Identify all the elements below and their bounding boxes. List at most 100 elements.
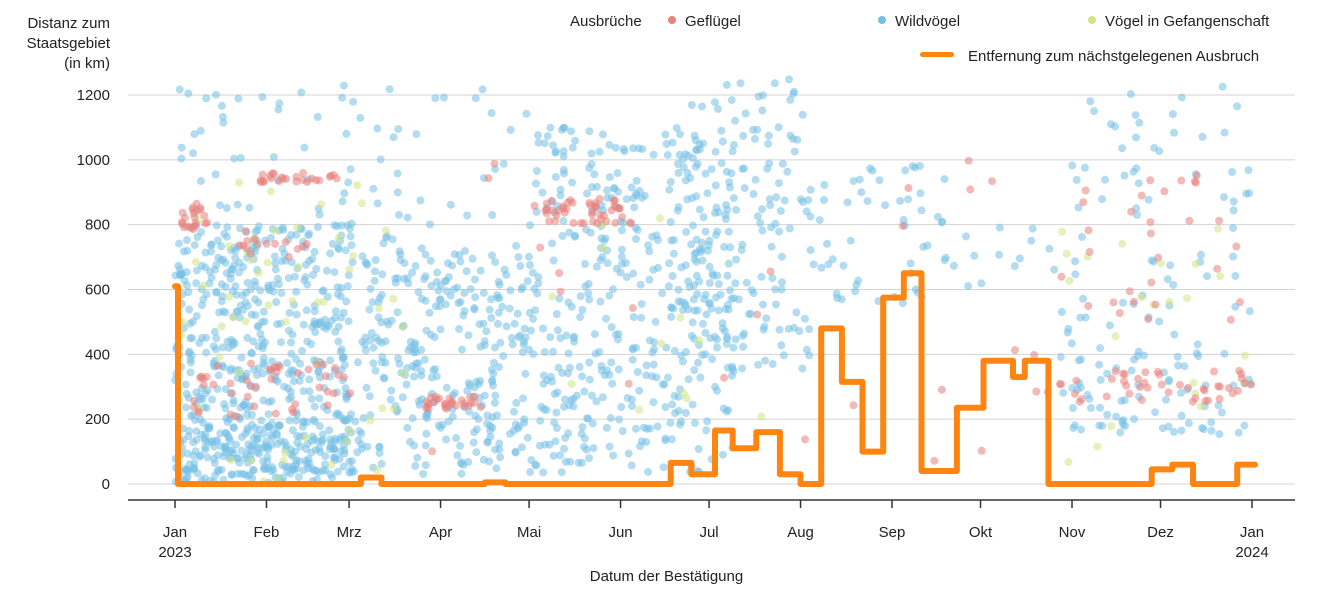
wild-point [332,222,341,231]
wild-point [674,168,683,177]
wild-point [263,453,272,462]
x-tick-label: Nov [1059,524,1086,541]
wild-point [254,342,263,351]
captive-point [217,322,226,331]
wild-point [490,343,499,352]
x-tick-year-label: 2023 [158,544,191,561]
wild-point [1057,308,1066,316]
wild-point [732,255,740,264]
wild-point [248,410,256,419]
wild-point [292,355,300,363]
wild-point [866,164,875,173]
wild-point [723,332,732,341]
wild-point [450,250,459,259]
wild-point [771,219,780,228]
wild-point [608,379,617,388]
wild-point [804,196,813,205]
wild-point [212,90,220,99]
wild-point [795,327,804,335]
wild-point [588,419,597,428]
wild-point [1096,403,1104,412]
wild-point [374,336,383,345]
wild-point [618,259,627,268]
captive-point [246,256,255,265]
poultry-point [246,249,255,258]
wild-point [602,314,610,323]
wild-point [619,219,628,227]
wild-point [749,190,758,198]
captive-point [191,257,200,266]
wild-point [310,247,319,256]
poultry-point [428,447,437,456]
wild-point [488,375,497,384]
wild-point [742,278,751,287]
wild-point [373,124,382,133]
wild-point [1173,352,1182,361]
wild-point [479,288,488,297]
wild-point [630,203,639,212]
wild-point [538,188,547,197]
wild-point [1193,340,1202,349]
poultry-point [628,304,637,313]
wild-point [411,461,420,470]
wild-point [307,394,316,403]
wild-point [725,178,734,187]
wild-point [322,266,331,275]
wild-point [650,345,659,354]
wild-point [695,205,704,214]
wild-point [413,453,422,462]
poultry-point [226,410,235,419]
wild-point [757,272,766,281]
wild-point [256,286,265,295]
wild-point [1107,120,1115,129]
wild-point [661,436,670,445]
captive-point [548,292,557,301]
captive-point [1183,294,1192,303]
poultry-point [898,221,907,230]
wild-point [1240,421,1249,430]
wild-point [377,459,386,468]
poultry-point [607,206,616,215]
wild-point [578,306,587,314]
wild-point [1198,132,1207,141]
wild-point [460,288,469,297]
wild-point [182,403,190,412]
wild-point [1245,189,1254,198]
wild-point [410,441,418,450]
wild-point [234,94,243,103]
poultry-point [192,199,201,208]
wild-point [654,236,662,245]
wild-point [792,308,801,317]
wild-point [222,204,231,212]
wild-point [310,402,319,411]
wild-point [1162,395,1170,404]
wild-point [509,426,518,435]
wild-point [1068,384,1077,392]
poultry-point [1215,395,1224,403]
wild-point [377,318,386,327]
wild-point [607,358,616,367]
wild-point [198,301,206,310]
poultry-point [1153,367,1162,376]
poultry-point [1084,226,1093,235]
wild-point [526,326,535,335]
wild-point [676,420,685,429]
wild-point [512,241,521,250]
wild-point [806,185,815,194]
wild-point [776,207,785,215]
wild-point [210,327,219,336]
captive-point [567,379,576,388]
wild-point [962,232,970,241]
poultry-point [281,238,290,247]
wild-point [393,308,402,317]
wild-point [330,268,339,277]
captive-point [264,301,273,310]
wild-point [221,308,230,317]
wild-point [331,307,340,316]
wild-point [333,283,342,292]
y-axis-label-line: Distanz zum [27,15,110,32]
wild-point [624,449,633,458]
wild-point [189,317,197,326]
wild-point [595,147,604,156]
wild-point [242,288,250,297]
